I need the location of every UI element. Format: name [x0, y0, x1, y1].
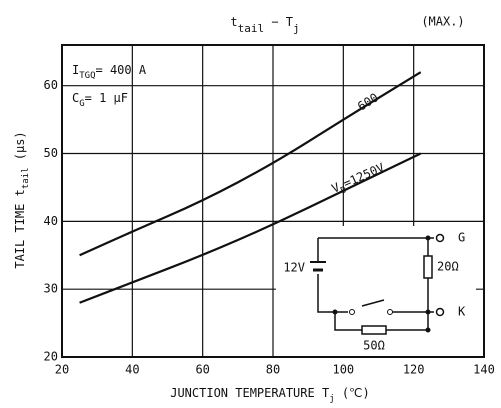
chart-title-part: j	[293, 22, 300, 35]
terminal	[435, 233, 445, 243]
circuit-label: 20Ω	[437, 260, 459, 274]
y-axis-label-part: (μs)	[13, 131, 27, 167]
annotation-part: C	[72, 91, 79, 105]
junction	[425, 327, 431, 333]
x-tick-label: 140	[473, 363, 495, 377]
y-axis-label-part: tail	[21, 167, 31, 189]
chart-title-part: tail	[238, 22, 265, 35]
junction	[425, 235, 431, 241]
x-tick-label: 120	[403, 363, 425, 377]
switch-contact	[387, 309, 393, 315]
chart-title-part: t	[230, 15, 237, 29]
y-tick-label: 50	[44, 146, 58, 160]
y-tick-label: 40	[44, 214, 58, 228]
curve-label-part: =1250V	[341, 160, 386, 190]
y-axis-label-part: TAIL TIME t	[13, 189, 27, 268]
x-axis-label-part: j	[329, 394, 334, 404]
junction	[425, 309, 431, 315]
annotation-part: TGQ	[79, 71, 95, 81]
terminal	[435, 307, 445, 317]
chart-note: (MAX.)	[421, 15, 464, 29]
annotation: ITGQ= 400 A	[72, 63, 147, 81]
x-tick-label: 20	[55, 363, 69, 377]
switch-contact	[349, 309, 355, 315]
circuit-label: K	[458, 305, 466, 319]
x-tick-label: 60	[195, 363, 209, 377]
y-tick-label: 20	[44, 350, 58, 364]
curve-label: VD=1250V	[329, 160, 387, 199]
circuit-label: G	[458, 231, 465, 245]
x-axis-label-part: (℃)	[335, 386, 370, 400]
y-axis-label: TAIL TIME ttail (μs)	[13, 131, 31, 268]
curve	[79, 152, 422, 304]
x-axis-label: JUNCTION TEMPERATURE Tj (℃)	[170, 386, 370, 404]
annotation-part: = 1 μF	[85, 91, 128, 105]
y-tick-label: 30	[44, 282, 58, 296]
annotation-part: G	[79, 99, 84, 109]
curve-label-part: D	[339, 185, 348, 196]
x-tick-label: 40	[125, 363, 139, 377]
chart-title-part: − T	[264, 15, 293, 29]
resistor	[423, 255, 433, 279]
circuit-label: 12V	[283, 261, 305, 275]
curve	[79, 71, 422, 257]
resistor	[361, 325, 387, 335]
x-tick-label: 80	[266, 363, 280, 377]
annotation-part: I	[72, 63, 79, 77]
x-axis-label-part: JUNCTION TEMPERATURE T	[170, 386, 329, 400]
junction	[332, 309, 338, 315]
circuit-bg	[276, 226, 476, 356]
chart-title: ttail − Tj	[230, 15, 299, 35]
annotation: CG= 1 μF	[72, 91, 128, 109]
annotation-part: = 400 A	[96, 63, 147, 77]
y-tick-label: 60	[44, 78, 58, 92]
x-tick-label: 100	[332, 363, 354, 377]
circuit-label: 50Ω	[363, 339, 385, 353]
